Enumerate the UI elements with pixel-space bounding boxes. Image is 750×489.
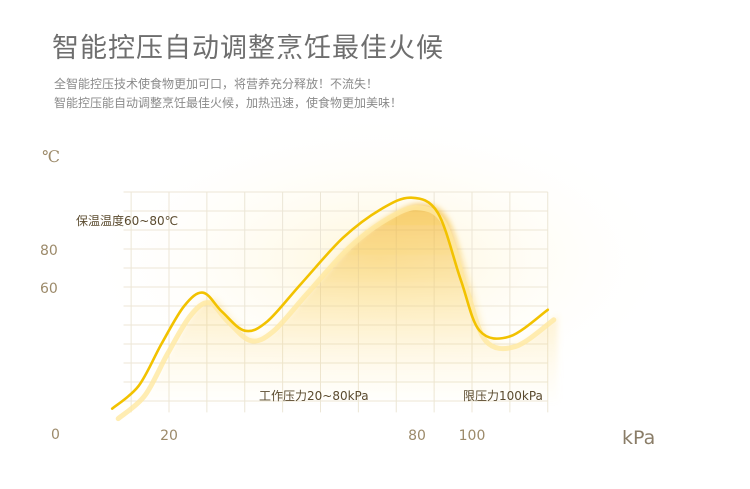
curve-shadow-band xyxy=(122,203,558,415)
annotation-pressure-limit: 限压力100kPa xyxy=(463,389,543,403)
x-tick-20: 20 xyxy=(160,428,178,444)
y-tick-60: 60 xyxy=(40,281,58,297)
annotation-working-pressure: 工作压力20~80kPa xyxy=(259,389,369,403)
x-tick-100: 100 xyxy=(459,428,486,444)
x-tick-80: 80 xyxy=(408,428,426,444)
y-axis-label: ℃ xyxy=(42,147,60,166)
annotation-keep-warm: 保温温度60~80℃ xyxy=(76,213,178,228)
subtitle-line-1: 全智能控压技术使食物更加可口，将营养充分释放！不流失！ xyxy=(54,77,379,91)
curve-inner-line xyxy=(115,205,557,422)
series-line xyxy=(110,196,550,410)
page-title: 智能控压自动调整烹饪最佳火候 xyxy=(52,33,444,64)
subtitle-line-2: 智能控压能自动调整烹饪最佳火候，加热迅速，使食物更加美味！ xyxy=(54,96,403,110)
x-axis-label: kPa xyxy=(622,427,655,449)
y-tick-80: 80 xyxy=(40,243,58,259)
origin-label: 0 xyxy=(51,427,60,443)
